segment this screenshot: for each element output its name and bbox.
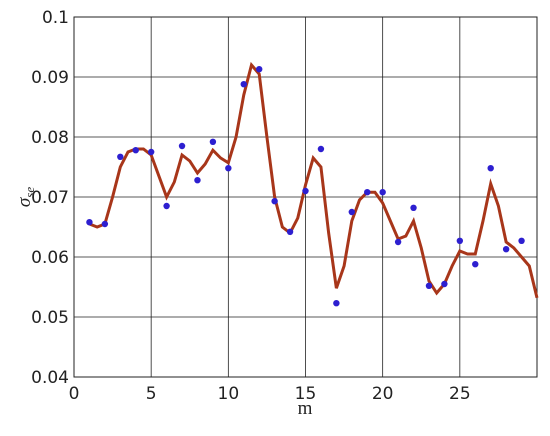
x-axis-label: m xyxy=(298,398,313,419)
data-point xyxy=(502,246,510,253)
x-tick-label: 10 xyxy=(218,384,240,404)
data-point xyxy=(240,81,247,88)
x-tick-label: 25 xyxy=(449,384,471,404)
y-tick-label: 0.08 xyxy=(31,128,69,148)
data-point xyxy=(225,165,232,172)
data-point xyxy=(147,148,155,156)
x-tick-label: 5 xyxy=(146,384,157,404)
data-point xyxy=(487,165,494,172)
y-axis-symbol: σ xyxy=(14,197,35,207)
data-point xyxy=(317,145,325,153)
data-point xyxy=(379,189,386,196)
y-tick-label: 0.07 xyxy=(31,188,69,208)
data-point xyxy=(286,228,294,235)
plot-frame xyxy=(73,16,538,378)
data-point xyxy=(333,300,340,307)
x-tick-label: 0 xyxy=(69,384,80,404)
data-point xyxy=(256,66,263,73)
y-axis-subscript: se xyxy=(22,187,37,198)
data-point xyxy=(364,189,371,196)
y-tick-label: 0.05 xyxy=(31,308,69,328)
data-point xyxy=(425,282,433,289)
data-point xyxy=(271,198,278,205)
y-tick-label: 0.1 xyxy=(42,8,69,28)
data-point xyxy=(410,204,417,211)
data-point xyxy=(302,187,309,195)
data-point xyxy=(117,153,124,160)
y-tick-label: 0.06 xyxy=(31,248,69,268)
y-tick-label: 0.09 xyxy=(31,68,69,88)
data-point xyxy=(348,208,355,216)
y-tick-label: 0.04 xyxy=(31,368,69,388)
data-point xyxy=(394,238,402,246)
data-point xyxy=(178,142,186,150)
x-tick-label: 15 xyxy=(295,384,317,404)
data-point xyxy=(132,147,139,154)
data-point xyxy=(209,138,217,145)
x-tick-label: 20 xyxy=(372,384,394,404)
data-point xyxy=(101,220,109,228)
data-point xyxy=(86,219,93,226)
data-point xyxy=(518,237,525,244)
fit-curve xyxy=(88,61,539,299)
data-point xyxy=(472,261,479,268)
y-axis-label: σse xyxy=(14,187,37,207)
data-point xyxy=(194,177,201,184)
data-point xyxy=(456,237,464,244)
data-point xyxy=(441,280,448,288)
data-point xyxy=(163,202,170,210)
